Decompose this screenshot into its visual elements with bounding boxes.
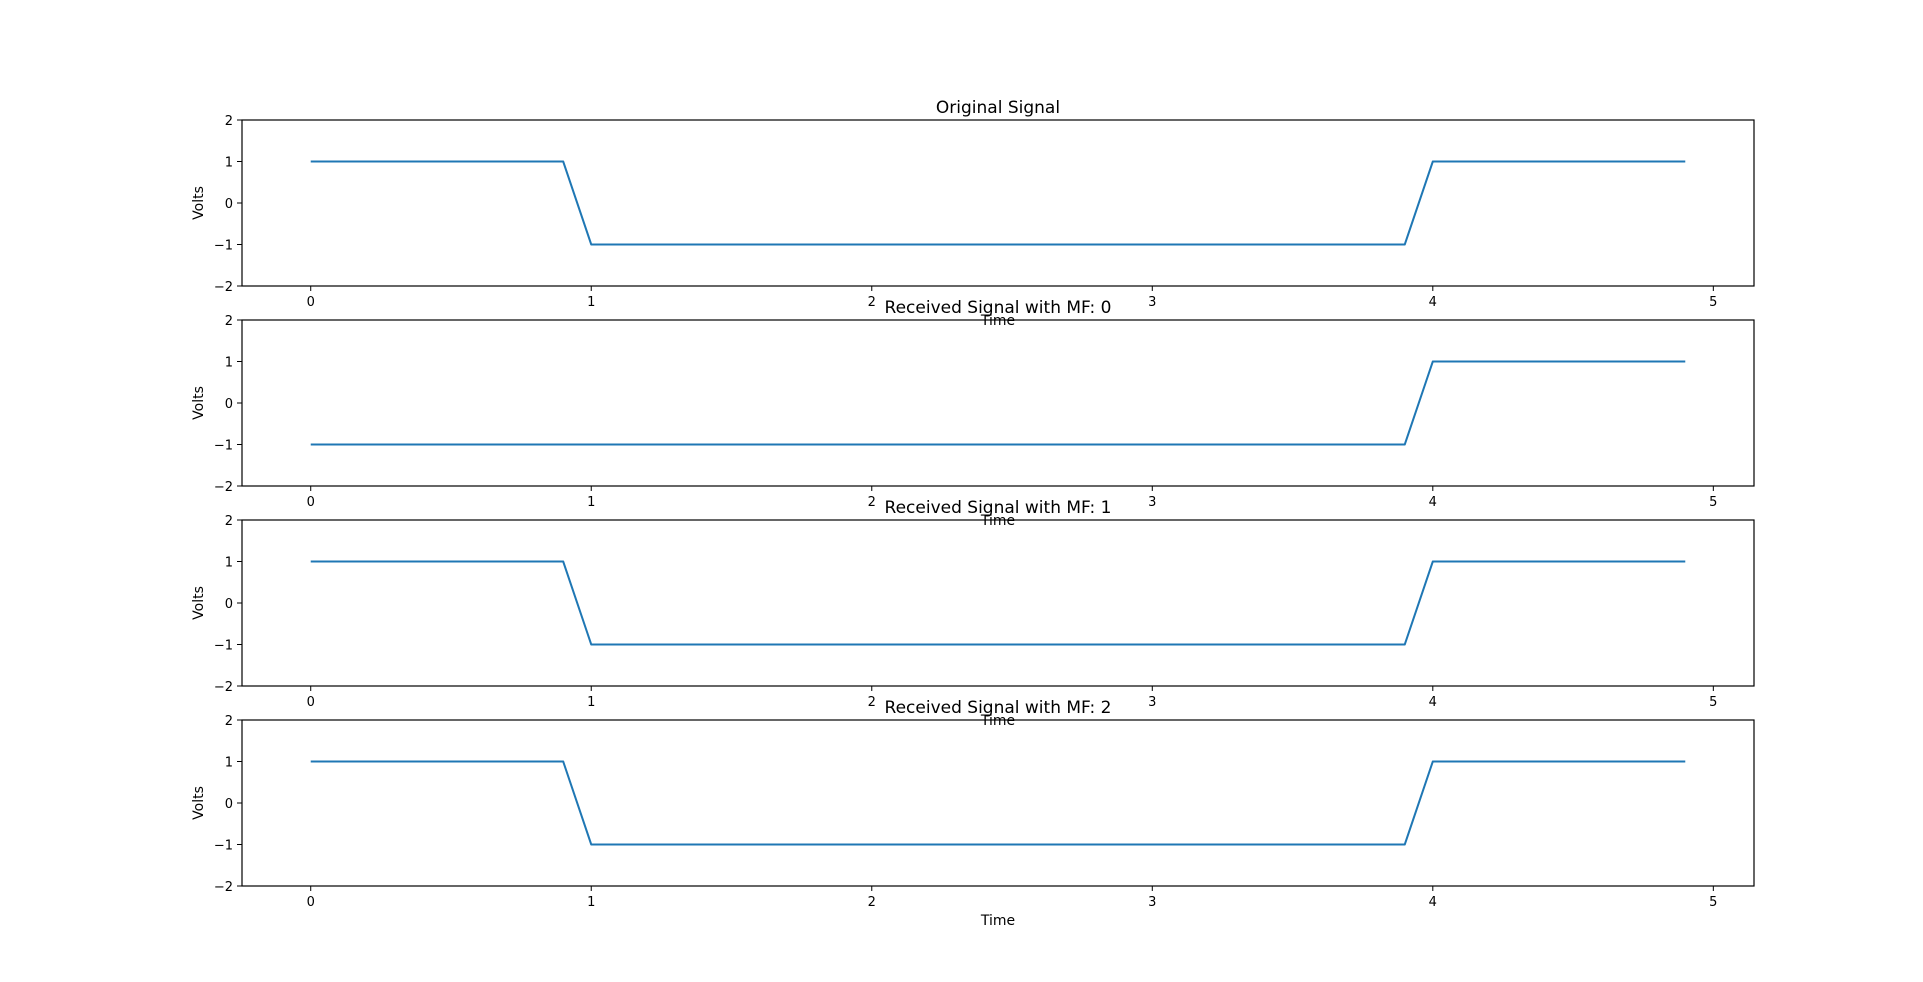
subplot-1-x-axis-label: Time <box>980 313 1015 329</box>
subplot-3-x-tick-label-4: 4 <box>1429 695 1437 710</box>
subplot-1-x-tick-label-3: 3 <box>1148 295 1156 310</box>
subplot-3-axes-frame <box>241 519 1755 687</box>
subplot-4-x-axis-label: Time <box>980 913 1015 929</box>
subplot-1-y-tick-label-2: 2 <box>225 114 233 129</box>
subplot-4-y-tick-label-0: 0 <box>225 797 233 812</box>
subplot-2-x-tick-label-5: 5 <box>1709 495 1717 510</box>
subplot-4-series-line-1 <box>310 760 1686 846</box>
subplot-4-x-tick-label-3: 3 <box>1148 895 1156 910</box>
subplot-4-x-tick-label-4: 4 <box>1429 895 1437 910</box>
subplot-4-axes-frame <box>241 719 1755 887</box>
subplot-4-y-tick-label--2: −2 <box>214 880 233 895</box>
subplot-1-x-tick-label-2: 2 <box>868 295 876 310</box>
subplot-1-title: Original Signal <box>936 98 1060 118</box>
subplot-4-y-tick-label-1: 1 <box>225 756 233 771</box>
subplot-4-y-tick-label-2: 2 <box>225 714 233 729</box>
subplot-1-y-tick-label--1: −1 <box>214 239 233 254</box>
subplot-1-x-tick-label-5: 5 <box>1709 295 1717 310</box>
subplot-4-title: Received Signal with MF: 2 <box>885 698 1112 718</box>
subplot-3-x-tick-label-2: 2 <box>868 695 876 710</box>
subplot-3-y-tick-label--2: −2 <box>214 680 233 695</box>
subplot-1-axes-frame <box>241 119 1755 287</box>
subplot-2-x-tick-label-4: 4 <box>1429 495 1437 510</box>
subplot-3-y-tick-label-1: 1 <box>225 556 233 571</box>
subplot-4-x-tick-label-2: 2 <box>868 895 876 910</box>
subplot-1-x-tick-label-0: 0 <box>307 295 315 310</box>
subplot-1-y-tick-label--2: −2 <box>214 280 233 295</box>
subplot-1-y-axis-label: Volts <box>191 186 207 220</box>
subplot-2-y-tick-label-0: 0 <box>225 397 233 412</box>
subplot-4-y-tick-label--1: −1 <box>214 839 233 854</box>
subplot-4-x-tick-label-1: 1 <box>587 895 595 910</box>
subplot-3-title: Received Signal with MF: 1 <box>885 498 1112 518</box>
subplot-2-x-tick-label-1: 1 <box>587 495 595 510</box>
subplot-2-x-tick-label-0: 0 <box>307 495 315 510</box>
subplot-1-x-tick-label-1: 1 <box>587 295 595 310</box>
subplot-3-y-tick-label-0: 0 <box>225 597 233 612</box>
subplot-2-title: Received Signal with MF: 0 <box>885 298 1112 318</box>
subplot-3-x-tick-label-1: 1 <box>587 695 595 710</box>
subplot-2-y-axis-label: Volts <box>191 386 207 420</box>
subplot-4-x-tick-label-0: 0 <box>307 895 315 910</box>
subplot-4-y-axis-label: Volts <box>191 786 207 820</box>
subplot-3-x-axis-label: Time <box>980 713 1015 729</box>
subplot-4-x-tick-label-5: 5 <box>1709 895 1717 910</box>
subplot-2-y-tick-label--2: −2 <box>214 480 233 495</box>
subplot-2-y-tick-label--1: −1 <box>214 439 233 454</box>
subplot-3-y-axis-label: Volts <box>191 586 207 620</box>
subplot-2-y-tick-label-1: 1 <box>225 356 233 371</box>
subplot-3-x-tick-label-3: 3 <box>1148 695 1156 710</box>
subplot-1-y-tick-label-1: 1 <box>225 156 233 171</box>
subplot-3-y-tick-label-2: 2 <box>225 514 233 529</box>
subplot-1-x-tick-label-4: 4 <box>1429 295 1437 310</box>
subplot-2-x-axis-label: Time <box>980 513 1015 529</box>
subplot-2-series-line-1 <box>310 360 1686 446</box>
subplot-2-y-tick-label-2: 2 <box>225 314 233 329</box>
subplot-2-x-tick-label-2: 2 <box>868 495 876 510</box>
subplot-1-series-line-1 <box>310 160 1686 246</box>
subplot-3-x-tick-label-5: 5 <box>1709 695 1717 710</box>
subplot-3-y-tick-label--1: −1 <box>214 639 233 654</box>
subplot-2-x-tick-label-3: 3 <box>1148 495 1156 510</box>
subplot-3-series-line-1 <box>310 560 1686 646</box>
subplot-2-axes-frame <box>241 319 1755 487</box>
subplot-3-x-tick-label-0: 0 <box>307 695 315 710</box>
subplot-1-y-tick-label-0: 0 <box>225 197 233 212</box>
